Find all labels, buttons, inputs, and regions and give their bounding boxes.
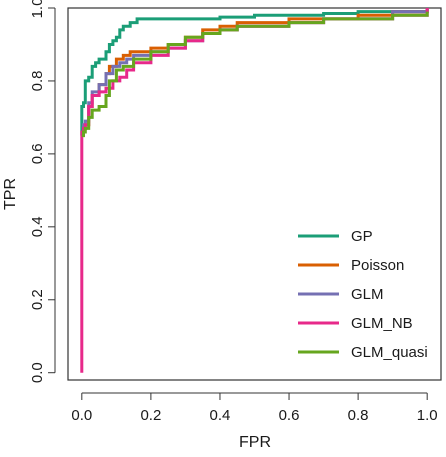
x-axis-label: FPR bbox=[239, 434, 271, 451]
y-tick-label: 0.0 bbox=[29, 362, 46, 383]
x-axis: 0.0 0.2 0.4 0.6 0.8 1.0 bbox=[71, 392, 438, 424]
legend-label: GLM_NB bbox=[351, 315, 413, 332]
series-line-glm_quasi bbox=[81, 11, 429, 138]
legend-label: Poisson bbox=[351, 257, 404, 274]
x-tick-label: 0.8 bbox=[348, 407, 369, 424]
x-tick-label: 0.0 bbox=[71, 407, 92, 424]
legend: GP Poisson GLM GLM_NB GLM_quasi bbox=[298, 228, 428, 361]
series-layer bbox=[80, 8, 429, 373]
legend-label: GP bbox=[351, 228, 373, 245]
y-tick-label: 0.6 bbox=[29, 143, 46, 164]
plot-frame bbox=[67, 7, 442, 381]
y-axis-label: TPR bbox=[2, 178, 19, 210]
series-line-gp bbox=[80, 8, 429, 136]
y-tick-label: 1.0 bbox=[29, 0, 46, 18]
x-tick-label: 0.4 bbox=[210, 407, 231, 424]
y-tick-label: 0.8 bbox=[29, 71, 46, 92]
x-tick-label: 1.0 bbox=[417, 407, 438, 424]
y-tick-label: 0.4 bbox=[29, 216, 46, 237]
x-tick-label: 0.2 bbox=[140, 407, 161, 424]
legend-label: GLM bbox=[351, 286, 384, 303]
y-axis: 0.0 0.2 0.4 0.6 0.8 1.0 bbox=[29, 0, 56, 383]
x-tick-label: 0.6 bbox=[279, 407, 300, 424]
legend-label: GLM_quasi bbox=[351, 344, 428, 361]
y-tick-label: 0.2 bbox=[29, 289, 46, 310]
